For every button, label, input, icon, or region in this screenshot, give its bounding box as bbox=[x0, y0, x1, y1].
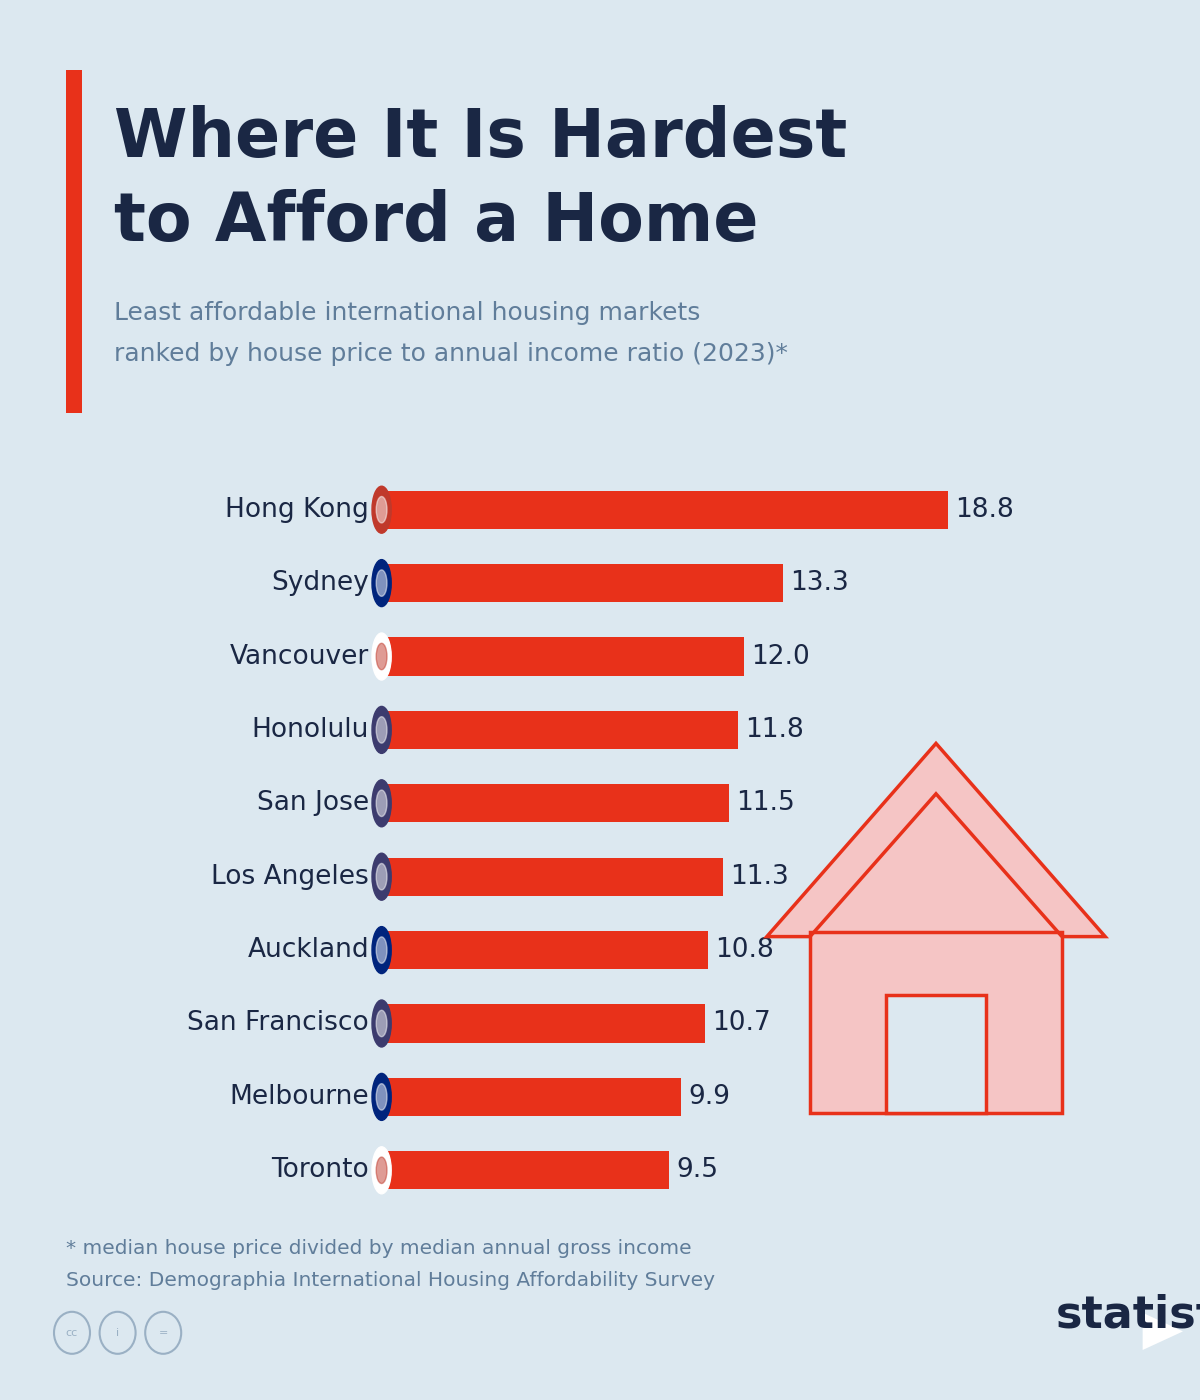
Text: 9.9: 9.9 bbox=[689, 1084, 731, 1110]
Bar bbox=[810, 932, 1062, 1113]
Text: 11.3: 11.3 bbox=[731, 864, 790, 889]
Circle shape bbox=[377, 570, 386, 596]
Text: San Francisco: San Francisco bbox=[187, 1011, 370, 1036]
Text: 13.3: 13.3 bbox=[791, 570, 850, 596]
Text: 10.8: 10.8 bbox=[715, 937, 774, 963]
Text: 10.7: 10.7 bbox=[713, 1011, 772, 1036]
Text: * median house price divided by median annual gross income: * median house price divided by median a… bbox=[66, 1239, 691, 1259]
Bar bbox=[384, 1151, 670, 1190]
Bar bbox=[384, 490, 948, 529]
Text: 11.8: 11.8 bbox=[745, 717, 804, 743]
Text: Hong Kong: Hong Kong bbox=[226, 497, 370, 522]
Circle shape bbox=[372, 780, 391, 827]
Text: cc: cc bbox=[66, 1327, 78, 1338]
Circle shape bbox=[377, 1011, 386, 1037]
Bar bbox=[384, 1078, 682, 1116]
Circle shape bbox=[372, 927, 391, 973]
Circle shape bbox=[372, 1074, 391, 1120]
Circle shape bbox=[372, 633, 391, 680]
Text: Los Angeles: Los Angeles bbox=[211, 864, 370, 889]
Bar bbox=[886, 995, 986, 1113]
Circle shape bbox=[377, 717, 386, 743]
Text: Sydney: Sydney bbox=[271, 570, 370, 596]
Circle shape bbox=[372, 560, 391, 606]
Circle shape bbox=[377, 1156, 386, 1183]
Bar bbox=[384, 711, 738, 749]
Text: Vancouver: Vancouver bbox=[229, 644, 370, 669]
Circle shape bbox=[377, 937, 386, 963]
Text: Least affordable international housing markets: Least affordable international housing m… bbox=[114, 301, 701, 325]
Bar bbox=[384, 858, 724, 896]
Text: 9.5: 9.5 bbox=[677, 1158, 719, 1183]
Text: to Afford a Home: to Afford a Home bbox=[114, 189, 758, 255]
Circle shape bbox=[377, 1084, 386, 1110]
Bar bbox=[384, 637, 744, 676]
Circle shape bbox=[377, 864, 386, 890]
Text: ranked by house price to annual income ratio (2023)*: ranked by house price to annual income r… bbox=[114, 342, 788, 365]
Text: Auckland: Auckland bbox=[247, 937, 370, 963]
Circle shape bbox=[372, 707, 391, 753]
Bar bbox=[384, 564, 784, 602]
Circle shape bbox=[372, 486, 391, 533]
Circle shape bbox=[372, 853, 391, 900]
Polygon shape bbox=[1142, 1313, 1183, 1350]
Circle shape bbox=[372, 1000, 391, 1047]
Text: Source: Demographia International Housing Affordability Survey: Source: Demographia International Housin… bbox=[66, 1271, 715, 1291]
Bar bbox=[384, 931, 708, 969]
Text: =: = bbox=[158, 1327, 168, 1338]
Text: Toronto: Toronto bbox=[271, 1158, 370, 1183]
Circle shape bbox=[377, 790, 386, 816]
Text: 11.5: 11.5 bbox=[737, 791, 796, 816]
Circle shape bbox=[377, 497, 386, 524]
Polygon shape bbox=[767, 743, 1105, 937]
Circle shape bbox=[377, 643, 386, 669]
Text: 12.0: 12.0 bbox=[751, 644, 810, 669]
Bar bbox=[384, 784, 730, 822]
Text: Honolulu: Honolulu bbox=[252, 717, 370, 743]
Circle shape bbox=[372, 1147, 391, 1194]
Text: 18.8: 18.8 bbox=[955, 497, 1014, 522]
Text: Melbourne: Melbourne bbox=[229, 1084, 370, 1110]
Text: statista: statista bbox=[1056, 1294, 1200, 1337]
Bar bbox=[384, 1004, 706, 1043]
Text: i: i bbox=[116, 1327, 119, 1338]
Text: San Jose: San Jose bbox=[257, 791, 370, 816]
Text: Where It Is Hardest: Where It Is Hardest bbox=[114, 105, 847, 171]
